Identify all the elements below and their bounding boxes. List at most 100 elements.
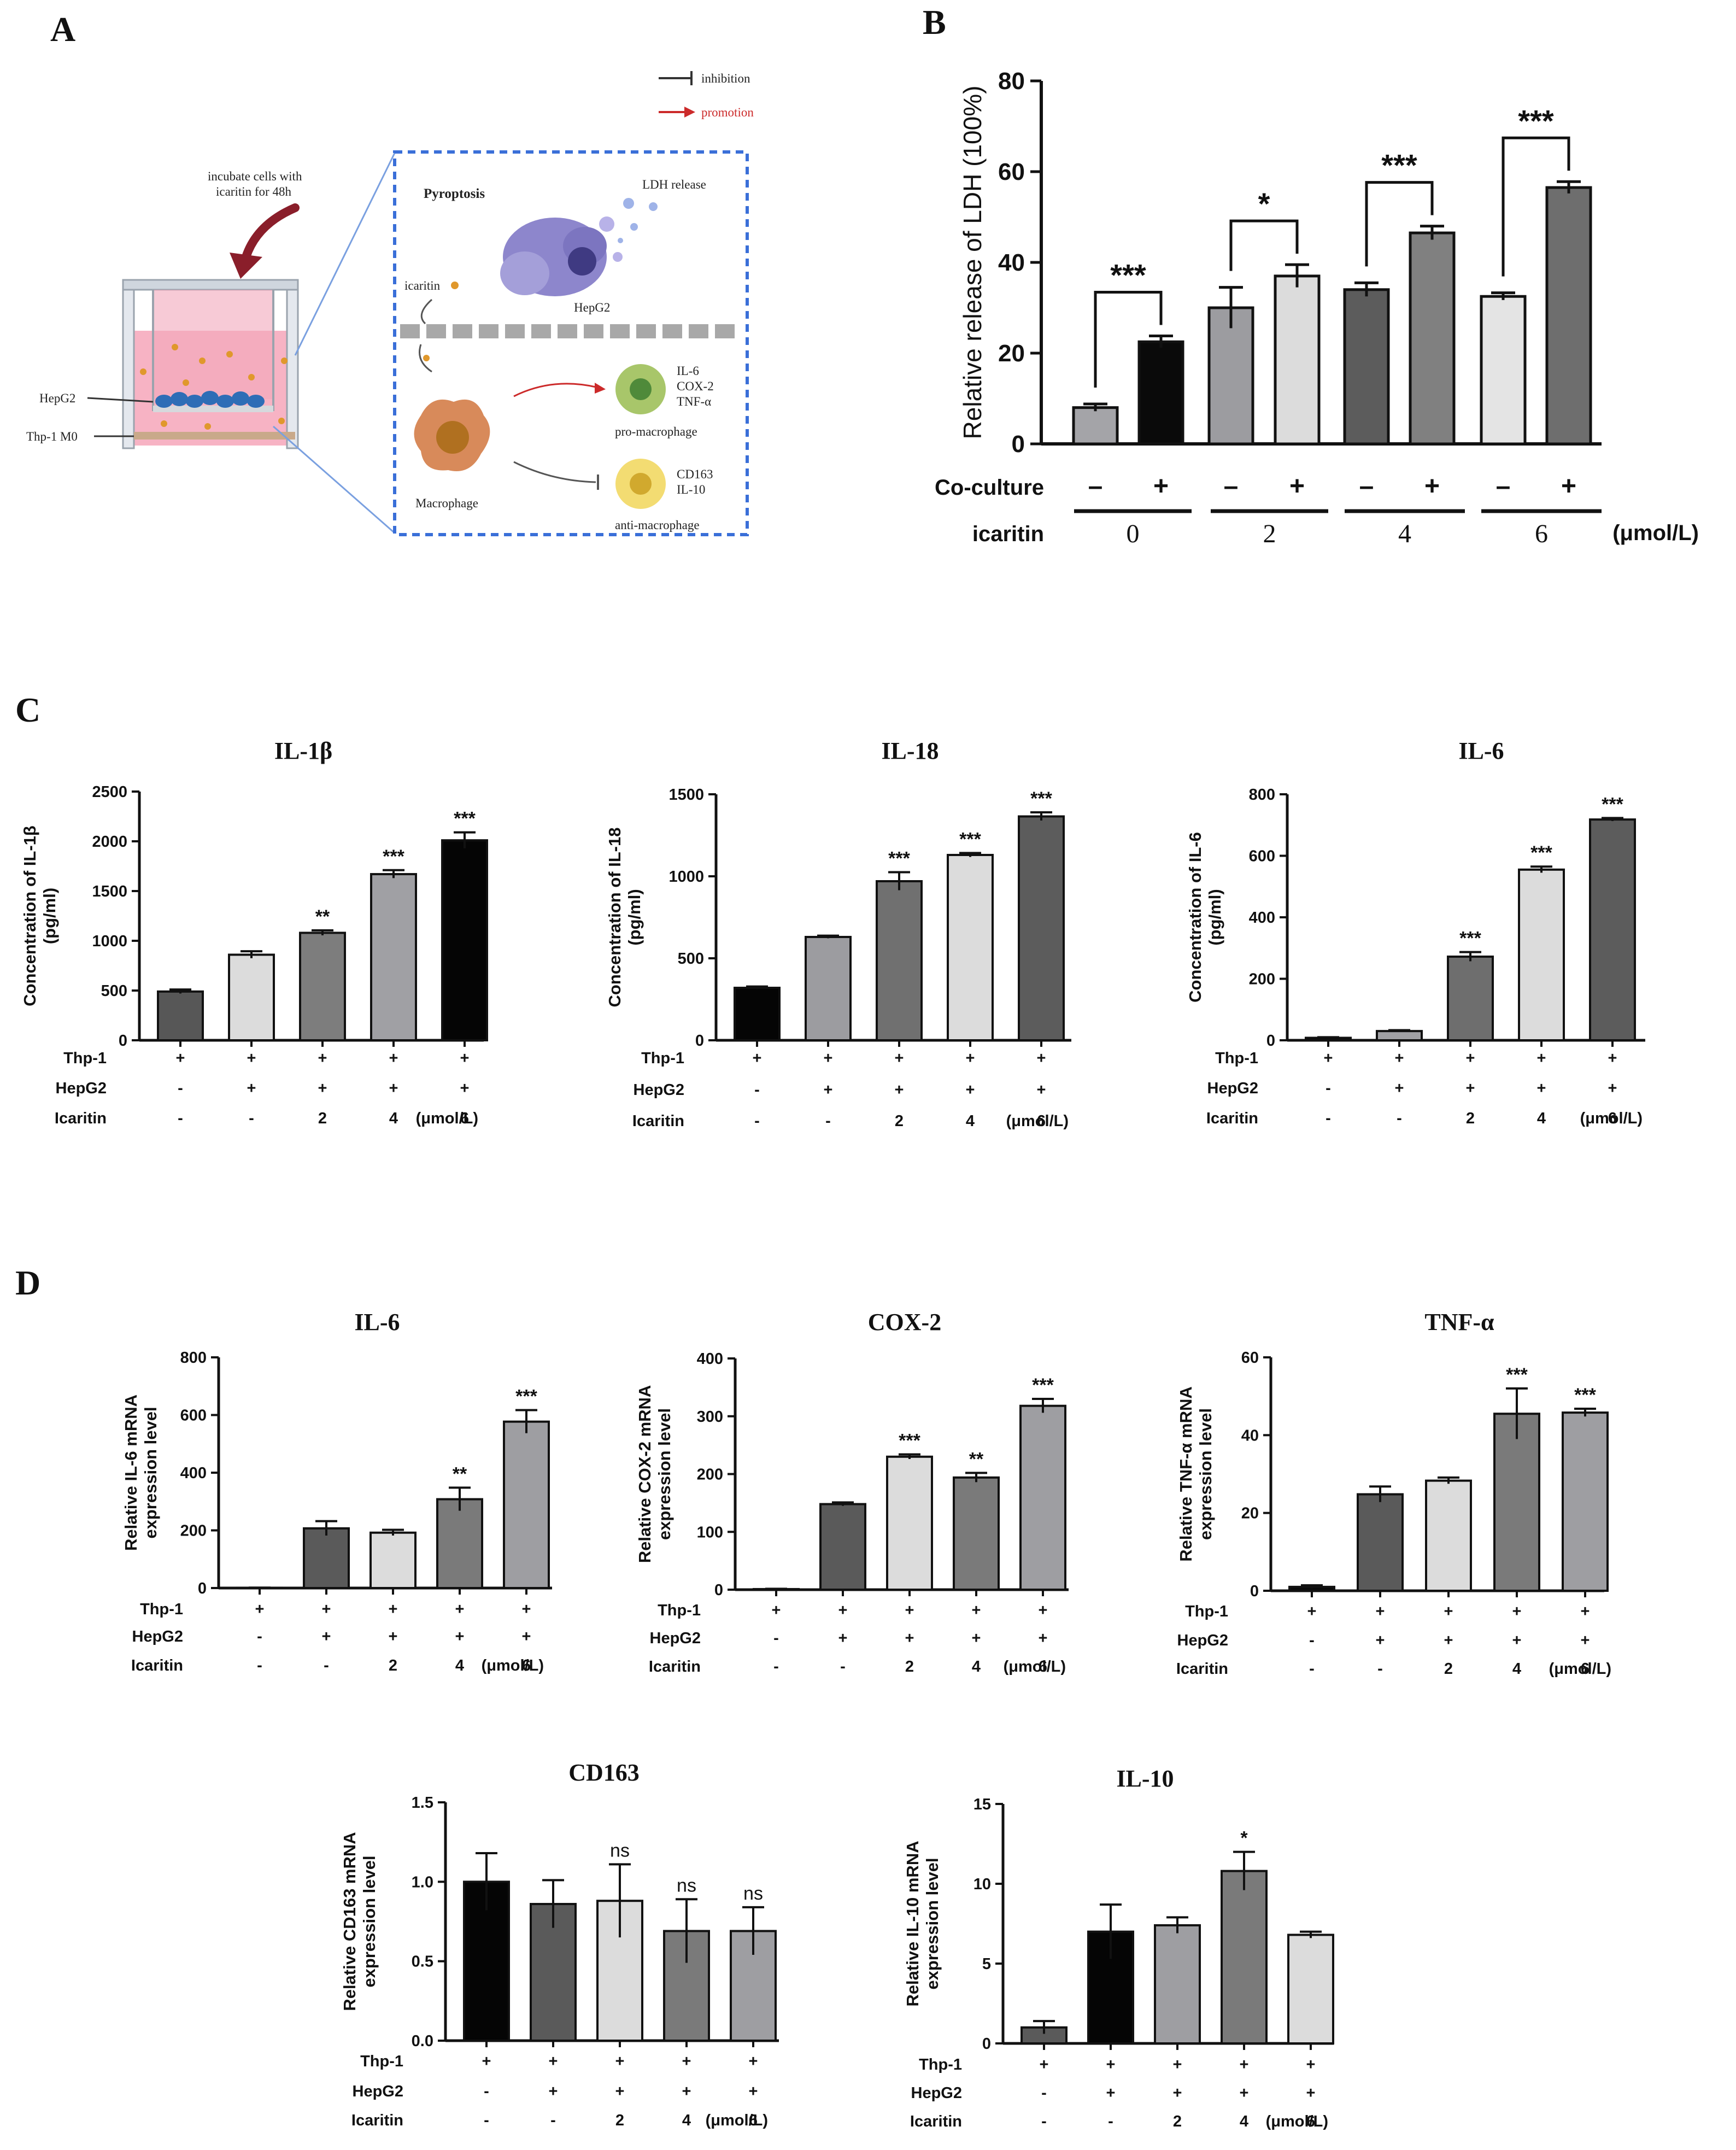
- condition-value: +: [905, 1602, 914, 1619]
- condition-row-label: HepG2: [353, 2083, 403, 2100]
- condition-value: +: [682, 2083, 691, 2100]
- unit-label: (μmol/L): [706, 2112, 768, 2129]
- condition-value: +: [522, 1628, 531, 1645]
- condition-value: +: [753, 1050, 762, 1067]
- bar: [734, 987, 781, 1041]
- il6-mrna-chart: IL-6 0 200 400 600 800 Relative IL-6 mRNA expre…: [121, 1309, 552, 1674]
- transwell: [122, 279, 299, 449]
- icaritin-label: icaritin: [404, 279, 441, 292]
- significance-label: ns: [677, 1875, 696, 1896]
- condition-value: +: [1037, 1050, 1046, 1067]
- condition-value: 6: [749, 2112, 758, 2129]
- y-tick-label: 500: [101, 982, 127, 1000]
- significance-label: ***: [888, 848, 910, 869]
- y-axis-label: (pg/ml): [1205, 889, 1224, 945]
- condition-value: +: [389, 1601, 398, 1618]
- condition-value: +: [1324, 1050, 1333, 1067]
- group-row-label: icaritin: [972, 522, 1044, 546]
- significance-label: ***: [1602, 794, 1623, 815]
- condition-value: 6: [460, 1110, 469, 1127]
- condition-row-label: Thp-1: [658, 1602, 701, 1619]
- condition-value: 4: [389, 1110, 398, 1127]
- bar: [303, 1527, 350, 1590]
- condition-value: +: [389, 1050, 398, 1067]
- icaritin-dot: [451, 282, 459, 289]
- bar: [663, 1930, 710, 2042]
- bar: [370, 1531, 417, 1589]
- condition-row-label: Icaritin: [632, 1112, 684, 1130]
- y-tick-label: 0: [695, 1032, 704, 1050]
- condition-value: +: [1537, 1080, 1546, 1097]
- zoom-line-bottom: [273, 425, 395, 534]
- condition-row-label: Co-culture: [935, 476, 1044, 500]
- condition-value: +: [615, 2053, 625, 2070]
- condition-value: +: [482, 2053, 491, 2070]
- bar: [299, 932, 346, 1041]
- y-tick-label: 1500: [668, 786, 704, 804]
- y-tick-label: 60: [998, 159, 1025, 185]
- condition-value: +: [1466, 1050, 1475, 1067]
- condition-value: +: [1306, 2056, 1316, 2073]
- condition-value: +: [824, 1081, 833, 1099]
- panel-letter-c: C: [15, 690, 40, 729]
- y-tick-label: 200: [1249, 971, 1275, 988]
- y-tick-label: 800: [180, 1349, 207, 1367]
- bar: [1545, 186, 1592, 446]
- bar: [1287, 1934, 1334, 2044]
- significance-label: ***: [515, 1386, 537, 1407]
- y-tick-label: 0.5: [412, 1953, 433, 1971]
- condition-value: +: [895, 1081, 904, 1099]
- condition-row-label: Icaritin: [55, 1110, 107, 1127]
- condition-value: +: [895, 1050, 904, 1067]
- condition-value: 2: [1466, 1110, 1475, 1127]
- condition-value: -: [1397, 1110, 1402, 1127]
- y-axis-label: (pg/ml): [625, 889, 644, 945]
- condition-row-label: Thp-1: [1185, 1603, 1228, 1620]
- significance-bracket: [1229, 219, 1299, 271]
- il6-concentration-chart: IL-6 0 200 400 600 800 Concentration of IL-6 (p…: [1186, 737, 1645, 1127]
- condition-row-label: Icaritin: [910, 2113, 962, 2130]
- condition-value: +: [1444, 1632, 1453, 1649]
- hepg2-label: HepG2: [39, 391, 75, 405]
- condition-value: +: [549, 2083, 558, 2100]
- y-axis-label: expression level: [360, 1855, 379, 1987]
- bar: [1154, 1924, 1201, 2044]
- y-tick-label: 0: [198, 1580, 207, 1597]
- condition-value: -: [484, 2083, 489, 2100]
- condition-value: +: [522, 1601, 531, 1618]
- y-axis-label: expression level: [923, 1858, 942, 1989]
- condition-value: +: [905, 1630, 914, 1647]
- condition-value: -: [550, 2112, 556, 2129]
- condition-value: +: [1581, 1632, 1590, 1649]
- condition-row-label: Icaritin: [1206, 1110, 1258, 1127]
- y-tick-label: 0: [1250, 1583, 1259, 1600]
- condition-value: +: [1106, 2084, 1116, 2102]
- y-tick-label: 40: [998, 249, 1025, 276]
- condition-value: 4: [1240, 2113, 1248, 2130]
- condition-row-label: Thp-1: [140, 1601, 183, 1618]
- hepg2-pointer: [87, 397, 154, 403]
- hepg2-cell-label: HepG2: [574, 301, 610, 314]
- condition-value: 6: [1581, 1660, 1590, 1678]
- condition-value: -: [324, 1657, 329, 1674]
- group-value: 2: [1263, 519, 1276, 548]
- y-tick-label: 40: [1241, 1427, 1259, 1444]
- inhibition-arrow: [513, 461, 596, 483]
- chart-title: IL-6: [354, 1309, 400, 1335]
- condition-value: +: [1444, 1603, 1453, 1620]
- y-axis-label: Concentration of IL-18: [605, 828, 624, 1007]
- significance-label: ***: [383, 846, 404, 867]
- y-tick-label: 0: [119, 1032, 127, 1050]
- condition-value: +: [549, 2053, 558, 2070]
- significance-label: ***: [899, 1431, 920, 1451]
- y-tick-label: 0.0: [412, 2032, 433, 2050]
- condition-value: -: [754, 1081, 760, 1099]
- group-value: 4: [1398, 519, 1411, 548]
- condition-row-label: Thp-1: [641, 1050, 684, 1067]
- condition-value: –: [1088, 472, 1103, 501]
- y-tick-label: 2000: [92, 833, 127, 851]
- condition-value: 4: [972, 1658, 981, 1676]
- chart-title: COX-2: [868, 1309, 941, 1335]
